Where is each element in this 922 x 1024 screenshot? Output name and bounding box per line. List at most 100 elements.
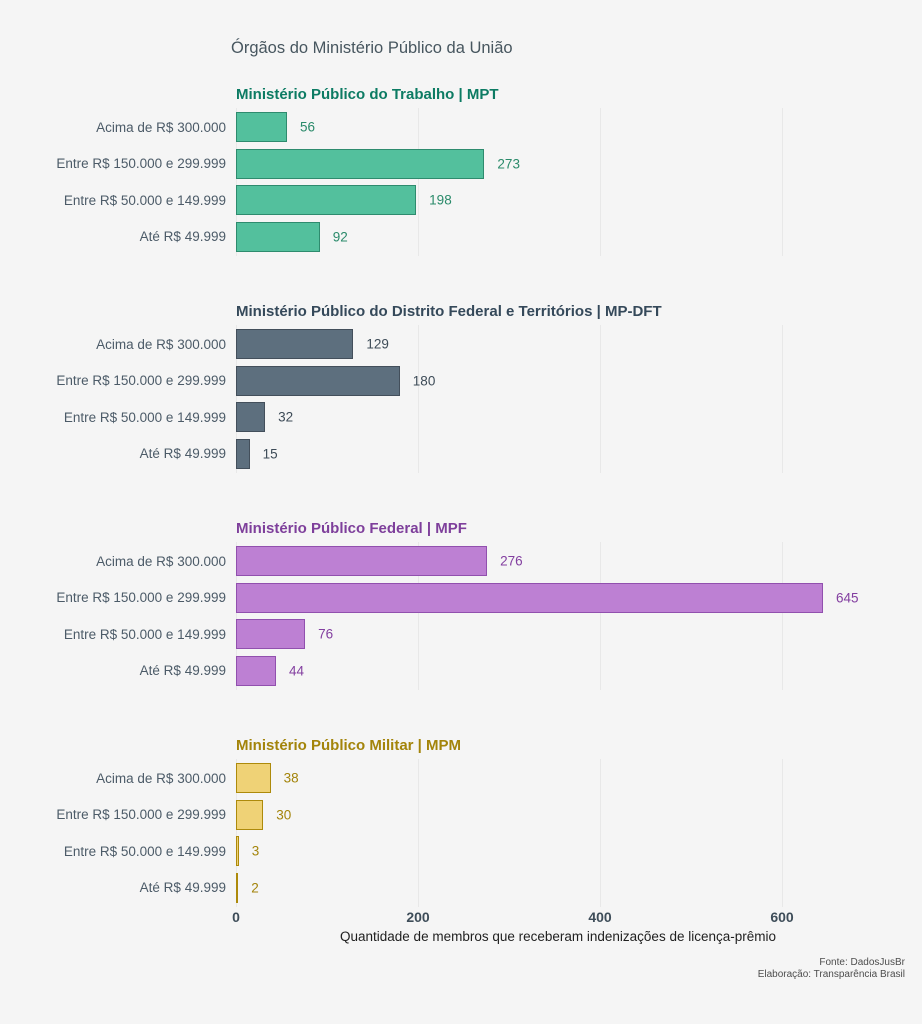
bar-value-label: 276 [500,553,523,569]
category-label: Acima de R$ 300.000 [96,553,226,569]
bar-value-label: 645 [835,590,859,606]
bar [236,112,287,142]
bar-track: 76 [236,616,880,653]
category-label: Entre R$ 50.000 e 149.999 [63,626,226,642]
gridline [418,759,419,907]
gridline [236,325,237,473]
category-label: Entre R$ 50.000 e 149.999 [63,192,226,208]
panel-title: Ministério Público Federal | MPF [236,520,467,537]
bar-value-label: 56 [299,119,315,135]
bar [236,655,277,686]
x-axis-title: Quantidade de membros que receberam inde… [340,929,776,944]
panel-plot-area: Acima de R$ 300.000 56 Entre R$ 150.000 e … [0,108,880,256]
bar-row: Acima de R$ 300.000 276 [0,543,880,580]
x-axis-tick-label: 600 [770,909,794,925]
bar-track: 44 [236,653,880,690]
category-label: Entre R$ 150.000 e 299.999 [56,373,226,389]
bar-row: Até R$ 49.999 44 [0,653,880,690]
bar-track: 645 [236,580,880,617]
bar [236,836,239,866]
bar [236,148,485,179]
category-label: Entre R$ 150.000 e 299.999 [56,590,226,606]
bar-track: 129 [236,326,880,363]
category-label: Acima de R$ 300.000 [96,336,226,352]
bar [236,402,266,432]
category-label: Acima de R$ 300.000 [96,770,226,786]
category-label: Entre R$ 50.000 e 149.999 [63,843,226,859]
bar-row: Até R$ 49.999 2 [0,870,880,907]
bar-track: 15 [236,436,880,473]
source-line: Fonte: DadosJusBr [819,957,905,968]
panel-gridlines [236,542,880,690]
bar-value-label: 92 [332,229,348,245]
bar-row: Até R$ 49.999 92 [0,219,880,256]
gridline [600,542,601,690]
bar [236,185,417,215]
chart-panel: Ministério Público do Trabalho | MPT Acim… [0,86,880,256]
bar-track: 92 [236,219,880,256]
bar-track: 56 [236,109,880,146]
category-label: Até R$ 49.999 [139,446,226,462]
panel-gridlines [236,759,880,907]
gridline [782,759,783,907]
bar-track: 276 [236,543,880,580]
gridline [782,325,783,473]
bar-track: 180 [236,363,880,400]
x-axis-tick-label: 0 [232,909,240,925]
chart-panel: Ministério Público Federal | MPF Acima de… [0,520,880,690]
bar-row: Entre R$ 50.000 e 149.999 3 [0,833,880,870]
gridline [600,108,601,256]
bar-value-label: 198 [429,192,452,208]
bar-value-label: 76 [318,626,334,642]
bar-row: Até R$ 49.999 15 [0,436,880,473]
bar-row: Entre R$ 50.000 e 149.999 198 [0,182,880,219]
category-label: Até R$ 49.999 [139,229,226,245]
bar [236,329,354,359]
gridline [236,542,237,690]
x-axis-tick-label: 200 [406,909,430,925]
category-label: Até R$ 49.999 [139,663,226,679]
gridline [600,325,601,473]
bar-track: 2 [236,870,880,907]
chart-panel: Ministério Público do Distrito Federal e… [0,303,880,473]
bar-track: 3 [236,833,880,870]
panel-title: Ministério Público Militar | MPM [236,737,462,754]
bar [236,582,823,613]
category-label: Acima de R$ 300.000 [96,119,226,135]
x-axis: 0 200 400 600 [232,907,880,927]
panel-gridlines [236,108,880,256]
category-label: Entre R$ 50.000 e 149.999 [63,409,226,425]
bar [236,799,264,830]
bar-row: Acima de R$ 300.000 129 [0,326,880,363]
bar [236,438,250,469]
bar-row: Entre R$ 150.000 e 299.999 180 [0,363,880,400]
category-label: Entre R$ 150.000 e 299.999 [56,807,226,823]
bar-track: 30 [236,797,880,834]
chart-title: Órgãos do Ministério Público da União [231,39,513,57]
bar-value-label: 129 [366,336,389,352]
gridline [418,325,419,473]
bar-row: Entre R$ 50.000 e 149.999 76 [0,616,880,653]
bar-track: 38 [236,760,880,797]
bar-track: 273 [236,146,880,183]
bar-value-label: 3 [251,843,260,859]
bar-value-label: 38 [283,770,299,786]
bar-row: Entre R$ 50.000 e 149.999 32 [0,399,880,436]
bar-row: Acima de R$ 300.000 38 [0,760,880,797]
panel-plot-area: Acima de R$ 300.000 276 Entre R$ 150.000 e… [0,542,880,690]
bar-value-label: 273 [497,156,520,172]
panel-title: Ministério Público do Distrito Federal e… [236,303,662,320]
bar-value-label: 32 [278,409,294,425]
bar [236,365,400,396]
bar [236,546,488,576]
chart-panel: Ministério Público Militar | MPM Acima de… [0,737,880,907]
panels: Ministério Público do Trabalho | MPT Acim… [0,86,880,954]
category-label: Entre R$ 150.000 e 299.999 [56,156,226,172]
bar-value-label: 180 [412,373,436,389]
gridline [236,759,237,907]
bar-row: Entre R$ 150.000 e 299.999 273 [0,146,880,183]
bar [236,221,320,252]
gridline [782,542,783,690]
bar-row: Entre R$ 150.000 e 299.999 30 [0,797,880,834]
panel-gridlines [236,325,880,473]
